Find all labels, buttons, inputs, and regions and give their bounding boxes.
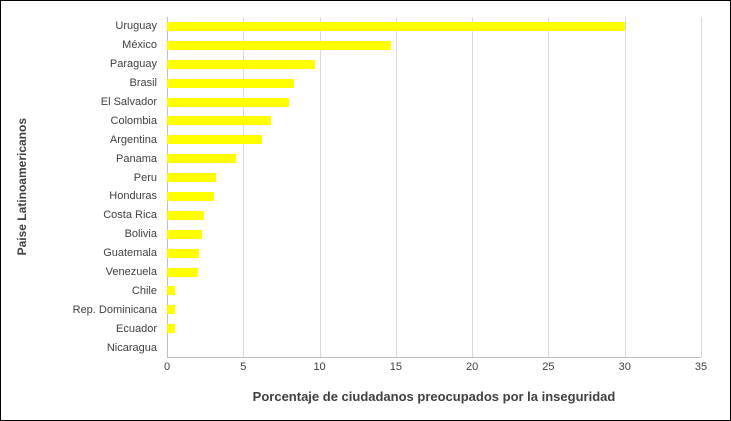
category-label: Colombia	[110, 114, 157, 127]
bar	[167, 324, 175, 334]
x-tick-label: 30	[618, 361, 631, 373]
bar-row	[167, 130, 701, 149]
gridline	[243, 17, 245, 357]
bar-row	[167, 74, 701, 93]
bar	[167, 97, 290, 107]
gridline	[548, 17, 550, 357]
bar	[167, 173, 216, 183]
category-label: Ecuador	[116, 322, 157, 335]
category-label: El Salvador	[100, 96, 157, 108]
category-label: Uruguay	[115, 20, 157, 33]
gridline	[701, 17, 702, 357]
category-label: Bolivia	[124, 228, 157, 241]
category-label: Guatemala	[103, 247, 157, 260]
y-axis-title: Paise Latinoamericanos	[15, 118, 29, 256]
bar-row	[167, 36, 701, 55]
bars-container	[167, 17, 701, 357]
x-tick-label: 15	[389, 361, 402, 373]
category-label: Rep. Dominicana	[72, 303, 157, 316]
bar	[167, 286, 175, 296]
bar-row	[167, 338, 701, 357]
category-label: Peru	[133, 171, 157, 184]
x-tick-label: 0	[163, 361, 171, 373]
bar	[167, 305, 175, 315]
category-label: Nicaragua	[106, 341, 157, 354]
x-tick-label: 25	[542, 361, 555, 373]
y-axis-title-wrapper: Paise Latinoamericanos	[9, 17, 35, 357]
category-label: Brasil	[129, 77, 157, 90]
bar	[167, 267, 198, 277]
bar-row	[167, 168, 701, 187]
category-label: Argentina	[109, 133, 157, 146]
category-label: Costa Rica	[103, 209, 157, 222]
bar	[167, 40, 392, 50]
category-labels: Uruguay México Paraguay Brasil El Salvador Co…	[35, 17, 163, 357]
bar-row	[167, 225, 701, 244]
bar	[167, 154, 236, 164]
bar-row	[167, 17, 701, 36]
bar	[167, 59, 315, 69]
plot-area	[167, 17, 702, 358]
bar-row	[167, 281, 701, 300]
x-tick-label: 5	[240, 361, 247, 373]
category-label: Honduras	[109, 190, 157, 203]
x-tick-label: 20	[466, 361, 479, 373]
gridline	[319, 17, 321, 357]
gridline	[624, 17, 626, 357]
bar-row	[167, 206, 701, 225]
bar-row	[167, 149, 701, 168]
gridline	[167, 17, 168, 357]
x-tick-labels: 0 5 10 15 20 25 30 35	[163, 361, 707, 375]
x-tick-label: 10	[313, 361, 326, 373]
bar-row	[167, 263, 701, 282]
bar-row	[167, 93, 701, 112]
bar-row	[167, 319, 701, 338]
category-label: Venezuela	[105, 266, 157, 279]
bar-row	[167, 187, 701, 206]
x-axis-title: Porcentaje de ciudadanos preocupados por…	[252, 389, 616, 404]
gridline	[472, 17, 474, 357]
x-tick-label: 35	[694, 361, 708, 373]
bar	[167, 248, 200, 258]
bar-row	[167, 300, 701, 319]
bar	[167, 210, 204, 220]
category-label: Paraguay	[109, 58, 157, 71]
bar-row	[167, 111, 701, 130]
bar	[167, 116, 271, 126]
category-label: Chile	[131, 284, 157, 297]
category-label: México	[122, 39, 157, 52]
bar	[167, 135, 262, 145]
bar	[167, 78, 294, 88]
bar	[167, 21, 625, 31]
gridline	[395, 17, 397, 357]
bar-row	[167, 55, 701, 74]
bar	[167, 229, 203, 239]
category-label: Panama	[116, 152, 157, 165]
bar	[167, 191, 215, 201]
bar-row	[167, 244, 701, 263]
